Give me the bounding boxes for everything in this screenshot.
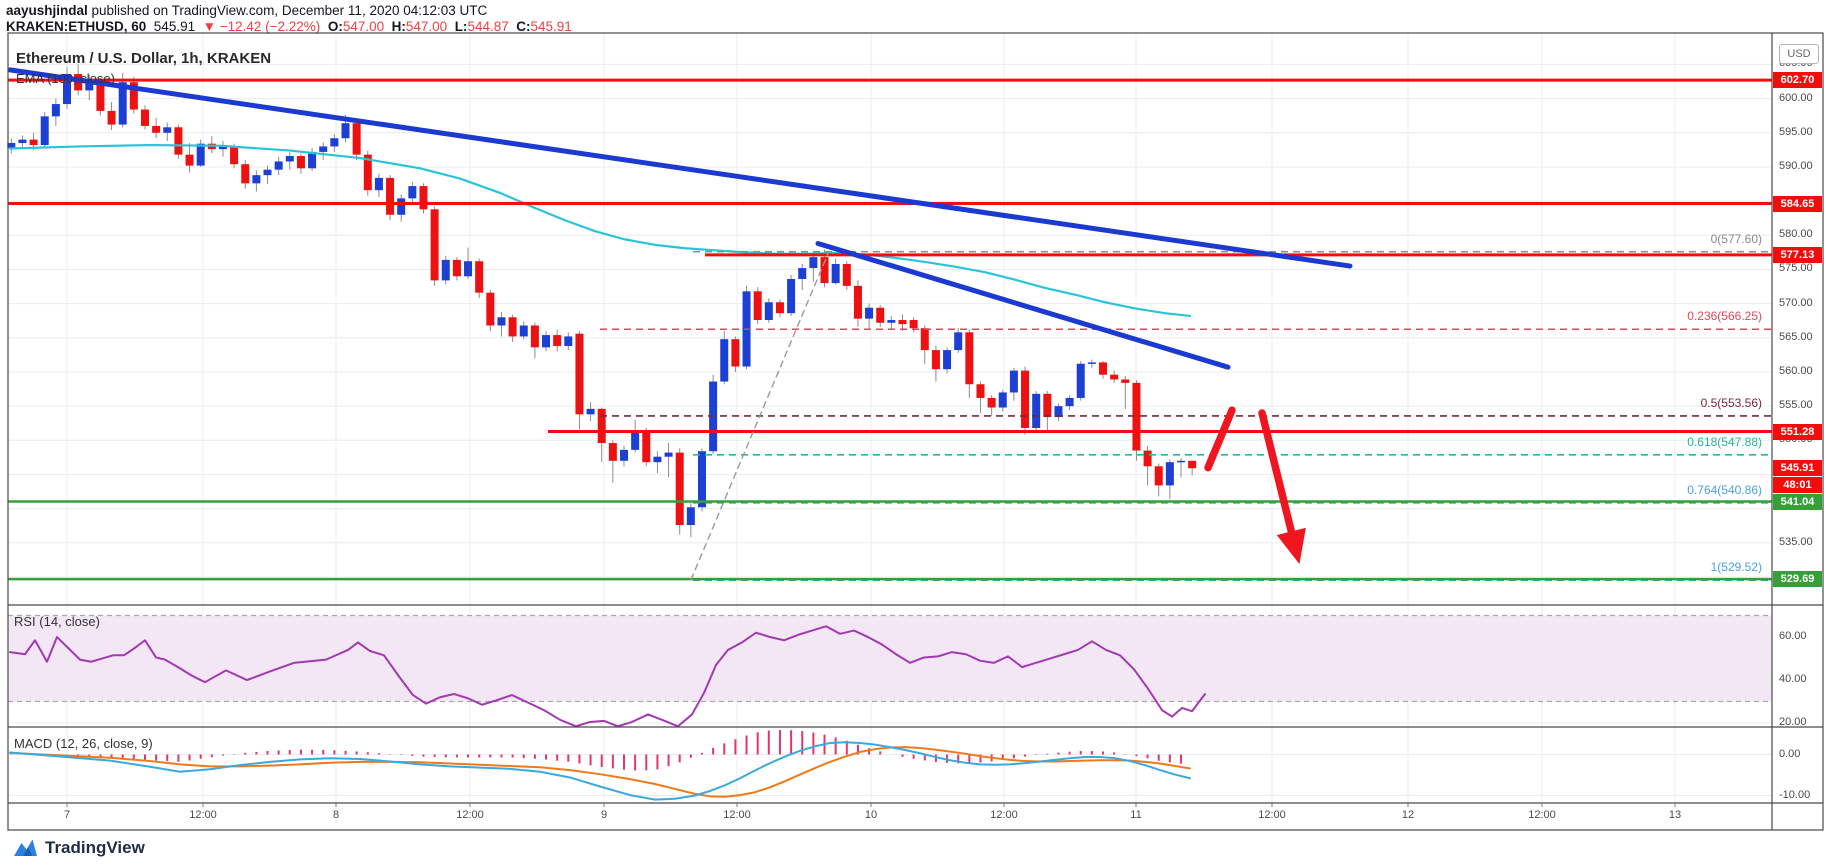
price-axis-label: 535.00 xyxy=(1779,535,1813,548)
price-axis-label: 565.00 xyxy=(1779,330,1813,343)
price-badge: 541.04 xyxy=(1773,493,1822,510)
time-axis-label: 9 xyxy=(600,809,608,821)
fib-level-label: 0(577.60) xyxy=(1710,231,1762,246)
price-badge: 545.91 xyxy=(1773,460,1822,477)
price-axis-label: 560.00 xyxy=(1779,364,1813,377)
price-badge: 48:01 xyxy=(1773,477,1822,494)
time-axis-label: 12:00 xyxy=(189,809,217,821)
chart-title: Ethereum / U.S. Dollar, 1h, KRAKEN xyxy=(16,50,272,67)
time-axis-label: 13 xyxy=(1668,809,1682,821)
high-value: 547.00 xyxy=(405,19,448,34)
tradingview-logo-icon xyxy=(14,839,37,856)
open-value: 547.00 xyxy=(342,19,385,34)
time-axis-label: 12:00 xyxy=(1528,809,1556,821)
author-name: aayushjindal xyxy=(6,3,88,18)
symbol-label: KRAKEN:ETHUSD, 60 xyxy=(6,19,147,34)
last-price: 545.91 xyxy=(153,19,196,34)
rsi-pane-label: RSI (14, close) xyxy=(14,614,100,629)
price-badge: 529.69 xyxy=(1773,571,1822,588)
price-change: ▼ −12.42 (−2.22%) xyxy=(202,19,321,34)
tradingview-logo[interactable]: TradingView xyxy=(12,836,145,860)
time-axis-label: 12:00 xyxy=(723,809,751,821)
price-badge: 577.13 xyxy=(1773,246,1822,263)
publish-info: aayushjindal published on TradingView.co… xyxy=(6,3,488,18)
price-axis-label: 555.00 xyxy=(1779,399,1813,412)
fib-level-label: 1(529.52) xyxy=(1710,560,1762,575)
time-axis-label: 7 xyxy=(63,809,71,821)
close-label: C: xyxy=(516,19,531,34)
ohlc-readout: KRAKEN:ETHUSD, 60 545.91 ▼ −12.42 (−2.22… xyxy=(6,19,572,34)
currency-toggle-button[interactable]: USD xyxy=(1779,44,1819,64)
time-axis-label: 12:00 xyxy=(1258,809,1286,821)
time-axis-label: 12:00 xyxy=(456,809,484,821)
time-axis-label: 12:00 xyxy=(990,809,1018,821)
high-label: H: xyxy=(391,19,406,34)
fib-level-label: 0.618(547.88) xyxy=(1687,434,1762,449)
low-label: L: xyxy=(454,19,468,34)
ema-indicator-label: EMA (100, close) xyxy=(16,71,115,86)
price-axis-label: 575.00 xyxy=(1779,262,1813,275)
time-axis-label: 11 xyxy=(1130,809,1142,821)
price-badge: 584.65 xyxy=(1773,195,1822,212)
price-axis-label: 590.00 xyxy=(1779,159,1813,172)
tradingview-logo-text: TradingView xyxy=(45,838,145,857)
price-axis-label: 570.00 xyxy=(1779,296,1813,309)
rsi-axis-label: 60.00 xyxy=(1779,630,1807,643)
macd-pane-label: MACD (12, 26, close, 9) xyxy=(14,736,153,751)
rsi-axis-label: 40.00 xyxy=(1779,673,1807,686)
time-axis-label: 8 xyxy=(332,809,340,821)
rsi-axis-label: 20.00 xyxy=(1779,716,1807,729)
fib-level-label: 0.236(566.25) xyxy=(1687,309,1762,324)
price-badge: 551.28 xyxy=(1773,423,1822,440)
close-value: 545.91 xyxy=(530,19,572,34)
macd-axis-label: 0.00 xyxy=(1779,747,1801,760)
time-axis-label: 10 xyxy=(864,809,878,821)
low-value: 544.87 xyxy=(467,19,509,34)
price-axis-label: 595.00 xyxy=(1779,125,1813,138)
price-badge: 602.70 xyxy=(1773,72,1822,89)
fib-level-label: 0.764(540.86) xyxy=(1687,482,1762,497)
macd-axis-label: -10.00 xyxy=(1779,788,1811,801)
price-axis-label: 600.00 xyxy=(1779,91,1813,104)
open-label: O: xyxy=(327,19,343,34)
time-axis-label: 12 xyxy=(1401,809,1415,821)
price-axis-label: 580.00 xyxy=(1779,228,1813,241)
fib-level-label: 0.5(553.56) xyxy=(1700,395,1762,410)
